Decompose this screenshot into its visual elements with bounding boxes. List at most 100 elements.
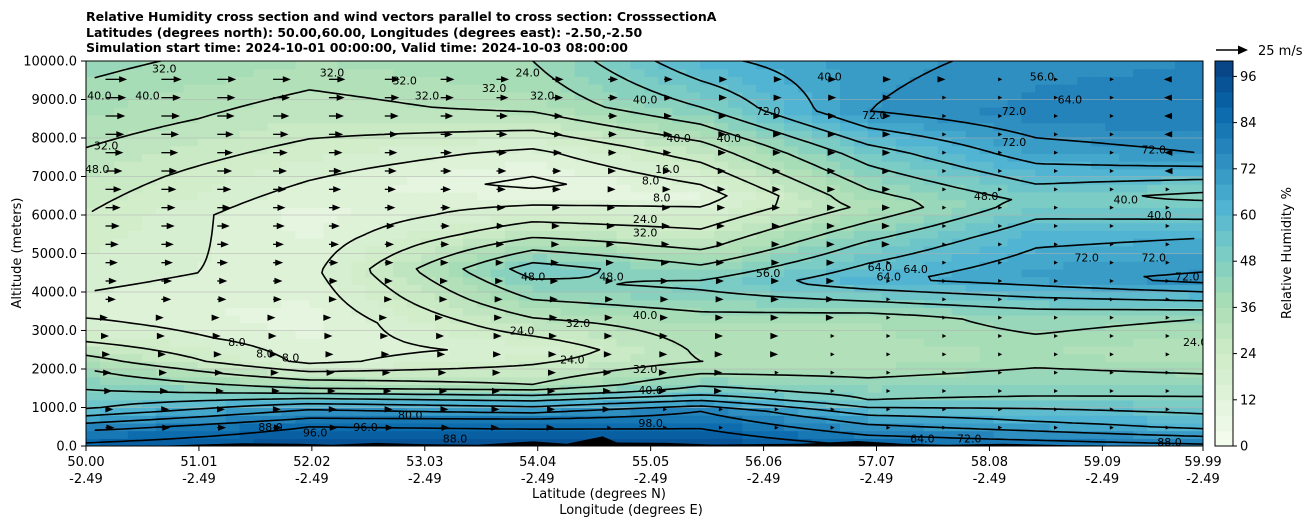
field-cell xyxy=(853,222,869,231)
field-cell xyxy=(1189,384,1203,393)
field-cell xyxy=(421,338,436,347)
field-cell xyxy=(923,99,939,108)
wind-arrowhead xyxy=(391,76,400,83)
field-cell xyxy=(1105,268,1120,278)
field-cell xyxy=(421,430,436,439)
field-cell xyxy=(979,345,995,355)
wind-arrowhead xyxy=(609,112,618,120)
field-cell xyxy=(365,261,380,270)
field-cell xyxy=(351,369,366,378)
field-cell xyxy=(113,292,129,301)
wind-arrow xyxy=(1053,352,1058,357)
field-cell xyxy=(616,315,632,324)
field-cell xyxy=(909,107,925,116)
field-cell xyxy=(309,245,324,255)
field-cell xyxy=(993,222,1009,231)
field-cell xyxy=(1119,330,1134,339)
field-cell xyxy=(295,222,310,231)
field-cell xyxy=(211,168,227,178)
wind-arrow xyxy=(942,114,947,118)
field-cell xyxy=(839,330,855,339)
field-cell xyxy=(295,145,310,154)
field-cell xyxy=(169,245,185,255)
field-cell xyxy=(728,407,743,416)
field-cell xyxy=(672,76,687,85)
field-cell xyxy=(393,215,408,224)
field-cell xyxy=(714,238,729,247)
field-cell xyxy=(574,238,590,247)
field-cell xyxy=(630,369,646,378)
field-cell xyxy=(839,415,855,424)
field-cell xyxy=(658,430,674,439)
field-cell xyxy=(267,138,283,147)
field-cell xyxy=(1105,307,1120,316)
field-cell xyxy=(798,168,813,178)
field-cell xyxy=(532,191,548,201)
field-cell xyxy=(253,199,269,208)
field-cell xyxy=(798,369,813,378)
field-cell xyxy=(99,184,115,193)
field-cell xyxy=(700,61,715,70)
field-cell xyxy=(714,176,729,185)
field-cell xyxy=(281,361,297,370)
field-cell xyxy=(337,330,352,339)
field-cell xyxy=(728,430,743,439)
wind-arrowhead xyxy=(167,204,176,211)
field-cell xyxy=(588,376,604,385)
field-cell xyxy=(1091,99,1106,108)
field-cell xyxy=(1119,322,1134,332)
wind-arrow xyxy=(1109,132,1114,137)
wind-arrow xyxy=(1165,187,1170,192)
field-cell xyxy=(574,330,590,339)
field-cell xyxy=(323,176,338,185)
field-cell xyxy=(239,138,255,147)
field-cell xyxy=(1049,99,1064,108)
field-cell xyxy=(225,369,241,378)
field-cell xyxy=(365,238,380,247)
field-cell xyxy=(421,438,436,446)
field-cell xyxy=(728,184,743,193)
field-cell xyxy=(407,114,422,124)
field-cell xyxy=(965,153,981,162)
field-cell xyxy=(518,230,534,239)
field-cell xyxy=(1175,415,1190,424)
contour-line xyxy=(86,426,871,446)
field-cell xyxy=(546,338,562,347)
field-cell xyxy=(1091,238,1106,247)
field-cell xyxy=(351,99,366,108)
field-cell xyxy=(225,345,241,355)
field-cell xyxy=(756,338,771,347)
x-tick-label-lon: -2.49 xyxy=(1086,472,1120,487)
field-cell xyxy=(183,261,199,270)
wind-arrow xyxy=(1165,334,1170,338)
field-cell xyxy=(951,392,967,401)
field-cell xyxy=(295,199,310,208)
field-cell xyxy=(183,107,199,116)
field-cell xyxy=(1147,238,1162,247)
field-cell xyxy=(476,176,492,185)
field-cell xyxy=(1007,345,1023,355)
field-cell xyxy=(281,353,297,362)
field-cell xyxy=(588,114,604,124)
field-cell xyxy=(169,238,185,247)
field-cell xyxy=(784,61,799,70)
field-cell xyxy=(658,99,674,108)
field-cell xyxy=(560,253,576,262)
field-cell xyxy=(812,61,827,70)
field-cell xyxy=(756,145,771,154)
field-cell xyxy=(225,276,241,285)
field-cell xyxy=(504,384,520,393)
field-cell xyxy=(644,184,660,193)
field-cell xyxy=(1007,261,1023,270)
contour-label: 8.0 xyxy=(642,174,660,187)
field-cell xyxy=(812,199,827,208)
wind-arrowhead xyxy=(827,204,836,211)
wind-arrow xyxy=(830,334,835,338)
field-cell xyxy=(909,345,925,355)
field-cell xyxy=(574,215,590,224)
field-cell xyxy=(518,168,534,178)
field-cell xyxy=(728,61,743,70)
field-cell xyxy=(281,238,297,247)
field-cell xyxy=(602,207,618,216)
field-cell xyxy=(476,268,492,278)
